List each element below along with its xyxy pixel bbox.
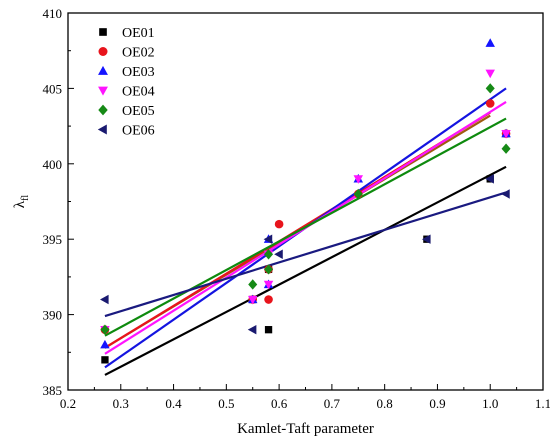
y-axis-label-main: λ xyxy=(12,200,28,208)
x-tick-label: 0.2 xyxy=(60,396,76,411)
y-axis-label: λfl xyxy=(12,195,31,209)
legend-item-oe02: OE02 xyxy=(98,46,155,61)
legend-marker-oe04 xyxy=(98,86,108,96)
point-oe01 xyxy=(101,356,109,364)
point-oe06 xyxy=(99,294,109,305)
x-axis-label: Kamlet-Taft parameter xyxy=(237,421,374,437)
point-oe04 xyxy=(353,175,364,184)
legend-item-oe04: OE04 xyxy=(98,85,155,100)
legend-item-oe01: OE01 xyxy=(99,26,155,41)
point-oe01 xyxy=(264,326,273,334)
legend-marker-oe01 xyxy=(99,28,107,36)
x-tick-label: 0.8 xyxy=(377,396,393,411)
point-oe04 xyxy=(485,69,495,79)
y-tick-label: 410 xyxy=(43,6,63,21)
point-oe06 xyxy=(421,234,431,244)
y-tick-label: 385 xyxy=(43,383,63,398)
point-oe06 xyxy=(247,324,257,335)
legend-item-oe05: OE05 xyxy=(98,104,155,119)
legend-marker-oe06 xyxy=(97,124,107,135)
point-oe05 xyxy=(353,188,363,200)
point-oe02 xyxy=(485,99,495,108)
legend-label-oe06: OE06 xyxy=(122,124,155,139)
legend-marker-oe03 xyxy=(98,65,108,75)
point-oe05 xyxy=(501,143,511,154)
point-oe02 xyxy=(264,295,273,304)
x-tick-label: 0.7 xyxy=(324,396,341,411)
point-oe03 xyxy=(100,339,110,349)
legend-label-oe03: OE03 xyxy=(122,65,155,80)
point-oe06 xyxy=(485,174,494,184)
fit-line-oe01 xyxy=(104,165,507,376)
legend-item-oe06: OE06 xyxy=(97,124,155,139)
legend-label-oe04: OE04 xyxy=(122,85,155,100)
legend-label-oe01: OE01 xyxy=(122,26,155,41)
y-tick-label: 395 xyxy=(43,232,63,247)
fit-line-oe06 xyxy=(104,191,507,318)
legend-label-oe05: OE05 xyxy=(122,104,155,119)
x-tick-label: 0.6 xyxy=(271,396,288,411)
legend-marker-oe05 xyxy=(98,104,108,116)
y-tick-label: 405 xyxy=(43,81,63,96)
point-oe06 xyxy=(274,249,283,260)
point-oe04 xyxy=(501,129,511,139)
point-oe05 xyxy=(264,249,274,260)
legend-item-oe03: OE03 xyxy=(98,65,155,80)
point-oe05 xyxy=(485,83,495,94)
x-tick-label: 0.9 xyxy=(429,396,445,411)
x-tick-label: 1.1 xyxy=(535,396,550,411)
fit-line-oe05 xyxy=(104,117,507,337)
legend-marker-oe02 xyxy=(98,47,108,56)
axis-ticks: 0.2 0.3 0.4 0.5 0.6 0.7 0.8 0.9 1.0 1.1 385 390 395 4… xyxy=(43,6,550,411)
point-oe03 xyxy=(485,38,495,47)
point-oe05 xyxy=(248,279,258,290)
point-oe04 xyxy=(263,280,274,290)
x-tick-label: 1.0 xyxy=(482,396,498,411)
y-tick-label: 390 xyxy=(43,308,63,323)
point-oe05 xyxy=(264,264,274,275)
x-tick-label: 0.5 xyxy=(218,396,234,411)
point-oe05 xyxy=(100,324,110,335)
data-points xyxy=(99,38,511,364)
point-oe04 xyxy=(247,295,258,305)
y-axis-label-sub: fl xyxy=(20,195,31,201)
point-oe02 xyxy=(274,219,284,229)
legend-label-oe02: OE02 xyxy=(122,46,155,61)
point-oe06 xyxy=(501,189,510,199)
point-oe06 xyxy=(263,234,273,244)
x-tick-label: 0.3 xyxy=(113,396,129,411)
y-tick-label: 400 xyxy=(43,157,63,172)
fit-lines xyxy=(104,87,507,376)
legend: OE01 OE02 OE03 OE04 OE05 OE06 xyxy=(97,26,155,139)
x-tick-label: 0.4 xyxy=(165,396,182,411)
